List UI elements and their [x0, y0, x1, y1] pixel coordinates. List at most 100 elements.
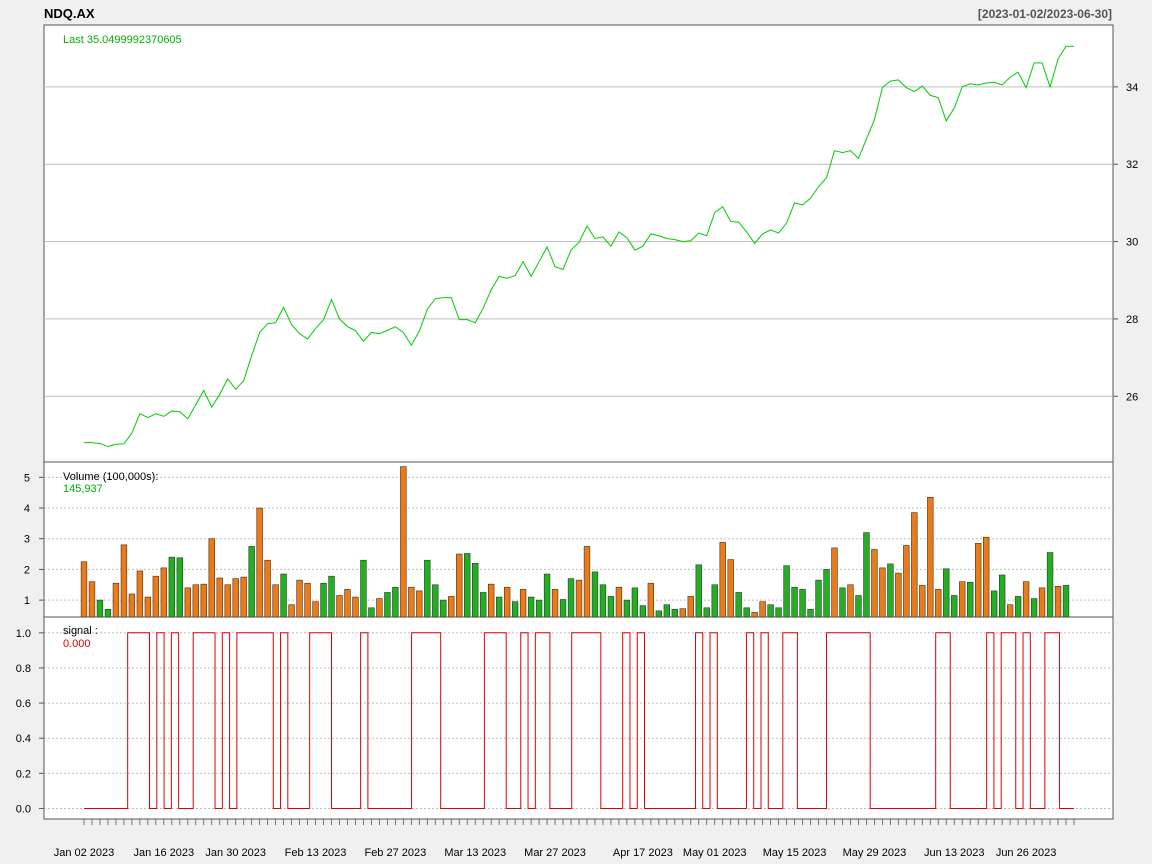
volume-bar	[352, 596, 359, 618]
volume-bar	[480, 592, 487, 618]
volume-bar	[887, 563, 894, 618]
volume-bar	[408, 586, 415, 618]
volume-bar	[112, 582, 120, 618]
volume-bar	[272, 584, 279, 618]
volume-bar	[655, 610, 663, 618]
volume-bar	[511, 601, 519, 618]
price-tick-label: 34	[1126, 82, 1138, 94]
volume-bar	[120, 544, 128, 618]
price-gridlines	[44, 86, 1113, 397]
volume-bar	[623, 599, 631, 618]
volume-bar	[767, 604, 774, 618]
volume-bar	[344, 589, 351, 618]
volume-bar	[240, 576, 247, 618]
volume-bar	[990, 590, 998, 618]
volume-tick-label: 1	[24, 595, 30, 607]
volume-tick-label: 5	[24, 472, 30, 484]
volume-bar	[607, 596, 615, 618]
volume-bar	[336, 595, 343, 618]
last-price-label: Last 35.0499992370605	[63, 34, 182, 46]
volume-bar	[296, 579, 303, 618]
price-tick-label: 28	[1126, 314, 1138, 326]
x-axis: Jan 02 2023 Jan 16 2023 Jan 30 2023 Feb 13 …	[54, 819, 1075, 859]
volume-bar	[863, 532, 870, 618]
x-tick-label: May 15 2023	[763, 847, 827, 859]
volume-bar	[312, 601, 319, 618]
volume-bar	[176, 557, 183, 618]
volume-bar	[671, 609, 678, 618]
volume-bar	[695, 564, 702, 618]
volume-bar	[559, 599, 567, 618]
signal-tick-label: 0.2	[16, 768, 31, 780]
signal-tick-label: 0.6	[16, 698, 31, 710]
volume-bar	[128, 593, 136, 618]
volume-bar	[783, 565, 790, 618]
x-tick-label: Jan 02 2023	[54, 847, 115, 859]
volume-bar	[727, 559, 734, 618]
volume-bar	[184, 587, 191, 618]
volume-bar	[360, 559, 367, 618]
volume-bar	[927, 496, 934, 618]
price-tick-label: 30	[1126, 237, 1138, 249]
volume-bar	[591, 571, 599, 618]
volume-bar	[543, 573, 551, 618]
volume-bar	[615, 586, 623, 618]
signal-last-value: 0.000	[63, 638, 91, 650]
x-tick-label: Jun 26 2023	[996, 847, 1057, 859]
volume-bar	[982, 536, 990, 618]
volume-bar	[1038, 587, 1046, 618]
volume-bar	[743, 607, 750, 618]
volume-bar	[368, 607, 375, 618]
volume-bar	[807, 609, 814, 618]
volume-bar	[935, 589, 942, 618]
volume-bar	[687, 596, 694, 618]
volume-bar	[487, 583, 495, 618]
volume-bars	[80, 466, 1070, 618]
price-line	[84, 45, 1074, 448]
volume-bar	[464, 553, 471, 618]
volume-bar	[719, 542, 726, 618]
volume-bar	[136, 570, 144, 618]
volume-bar	[959, 581, 966, 618]
volume-bar	[1062, 585, 1070, 618]
volume-bar	[647, 582, 655, 618]
volume-bar	[567, 578, 575, 618]
volume-bar	[919, 585, 926, 618]
volume-axis: 1 2 3 4 5	[24, 472, 44, 607]
volume-bar	[248, 546, 255, 618]
volume-tick-label: 4	[24, 503, 30, 515]
x-tick-label: Feb 13 2023	[285, 847, 347, 859]
volume-bar	[280, 573, 287, 618]
x-tick-label: Jan 16 2023	[134, 847, 195, 859]
volume-bar	[1022, 581, 1030, 618]
volume-label: Volume (100,000s):	[63, 471, 158, 483]
volume-bar	[911, 512, 918, 618]
volume-bar	[951, 595, 958, 618]
volume-bar	[967, 582, 974, 618]
volume-bar	[392, 586, 399, 618]
volume-bar	[799, 589, 806, 618]
volume-bar	[879, 567, 886, 618]
signal-tick-label: 0.0	[16, 803, 31, 815]
volume-bar	[232, 578, 239, 618]
volume-bar	[1030, 598, 1038, 618]
x-tick-label: Jun 13 2023	[924, 847, 985, 859]
volume-bar	[200, 583, 207, 618]
x-tick-label: Mar 27 2023	[524, 847, 586, 859]
volume-bar	[1054, 586, 1062, 618]
volume-bar	[751, 612, 758, 618]
volume-bar	[775, 607, 782, 618]
volume-bar	[551, 589, 559, 618]
volume-bar	[639, 605, 647, 618]
signal-label: signal :	[63, 625, 98, 637]
volume-bar	[519, 589, 527, 618]
volume-bar	[759, 601, 766, 618]
volume-bar	[998, 574, 1006, 618]
volume-bar	[472, 562, 479, 618]
volume-bar	[711, 584, 718, 618]
volume-bar	[88, 581, 96, 618]
volume-bar	[599, 584, 607, 618]
volume-bar	[1006, 604, 1014, 618]
volume-bar	[903, 545, 910, 618]
